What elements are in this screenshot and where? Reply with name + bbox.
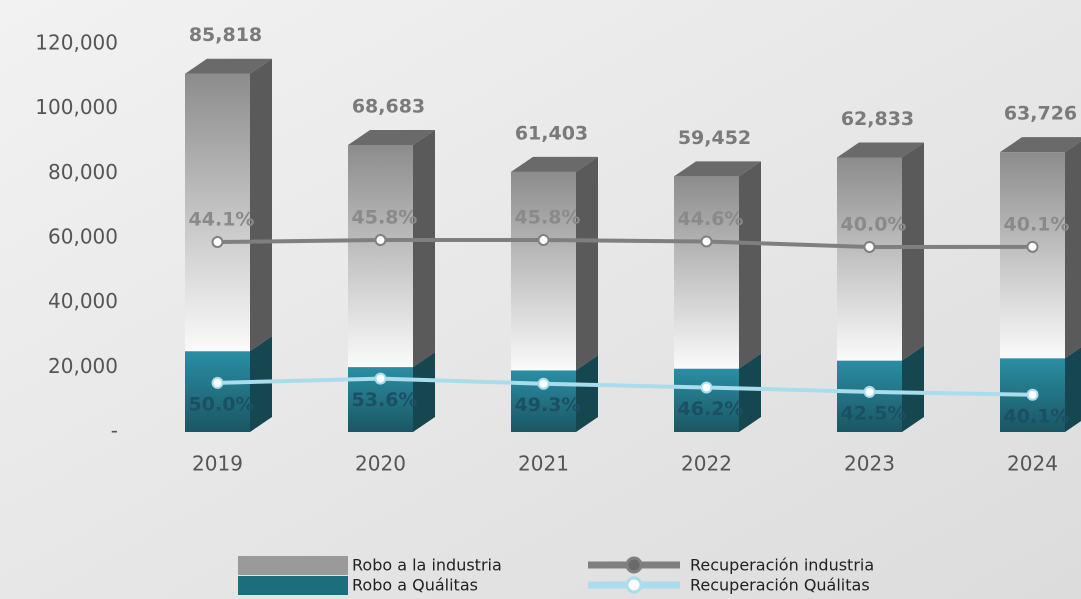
y-tick-label: 100,000 [35,95,118,119]
y-tick-label: 20,000 [48,354,118,378]
line-point [700,235,713,248]
data-label: 40.0% [841,213,907,235]
data-label: 59,452 [678,127,751,149]
data-label: 50.0% [189,393,255,415]
legend-swatch [625,576,643,594]
line [217,238,1033,249]
data-label: 68,683 [352,95,425,117]
data-label: 42.5% [841,402,907,424]
bar-side [739,161,761,369]
line-point [700,381,713,394]
bar-segment [837,157,902,361]
y-tick-label: 120,000 [35,31,118,55]
bar-side [250,336,272,432]
y-tick-label: 40,000 [48,289,118,313]
legend-swatch [238,556,348,575]
legend-label: Recuperación industria [690,556,874,575]
data-label: 40.1% [1004,213,1070,235]
bar-segment [348,144,413,368]
bar-side [902,142,924,361]
line-point [863,385,876,398]
line-point [537,377,550,390]
data-label: 61,403 [515,122,588,144]
line-point [211,236,224,249]
data-label: 40.1% [1004,405,1070,427]
bar-top [1000,137,1081,153]
legend-swatch [625,556,643,574]
bar-segment [674,176,739,369]
bar-side [902,345,924,432]
legend-label: Robo a Quálitas [352,576,478,595]
legend-swatch [238,576,348,595]
bar-segment [511,171,576,371]
line-point [374,234,387,247]
data-label: 46.2% [678,398,744,420]
data-label: 45.8% [352,207,418,229]
x-tick-label: 2024 [1007,452,1058,476]
bar-side [413,352,435,432]
y-tick-label: - [111,419,118,443]
legend-label: Robo a la industria [352,556,502,575]
y-tick-label: 80,000 [48,160,118,184]
line-point [863,240,876,253]
bar-top [348,129,435,145]
bar-segment [1000,152,1065,359]
x-tick-label: 2021 [518,452,569,476]
x-tick-label: 2020 [355,452,406,476]
line-point [1026,388,1039,401]
x-tick-label: 2022 [681,452,732,476]
y-tick-label: 60,000 [48,225,118,249]
line-point [374,372,387,385]
bar-segment [185,351,250,432]
bar-segment [674,368,739,432]
data-label: 49.3% [515,394,581,416]
bar-side [739,353,761,432]
bar-top [837,142,924,158]
x-tick-label: 2023 [844,452,895,476]
bar-side [1065,141,1081,359]
data-label: 44.1% [189,209,255,231]
data-label: 85,818 [189,24,262,46]
data-label: 53.6% [352,389,418,411]
line-point [211,376,224,389]
data-label: 62,833 [841,108,914,130]
line-point [1026,240,1039,253]
bar-side [1065,347,1081,432]
bar-side [413,129,435,368]
bar-top [185,58,272,74]
bar-side [576,355,598,432]
bar-side [250,58,272,352]
bar-top [511,156,598,172]
line-point [537,234,550,247]
data-label: 45.8% [515,207,581,229]
bar-segment [185,73,250,352]
data-label: 63,726 [1004,103,1077,125]
bar-side [576,156,598,371]
line [217,376,1033,397]
bar-top [674,161,761,177]
x-tick-label: 2019 [192,452,243,476]
legend-label: Recuperación Quálitas [690,576,870,595]
data-label: 44.6% [678,208,744,230]
